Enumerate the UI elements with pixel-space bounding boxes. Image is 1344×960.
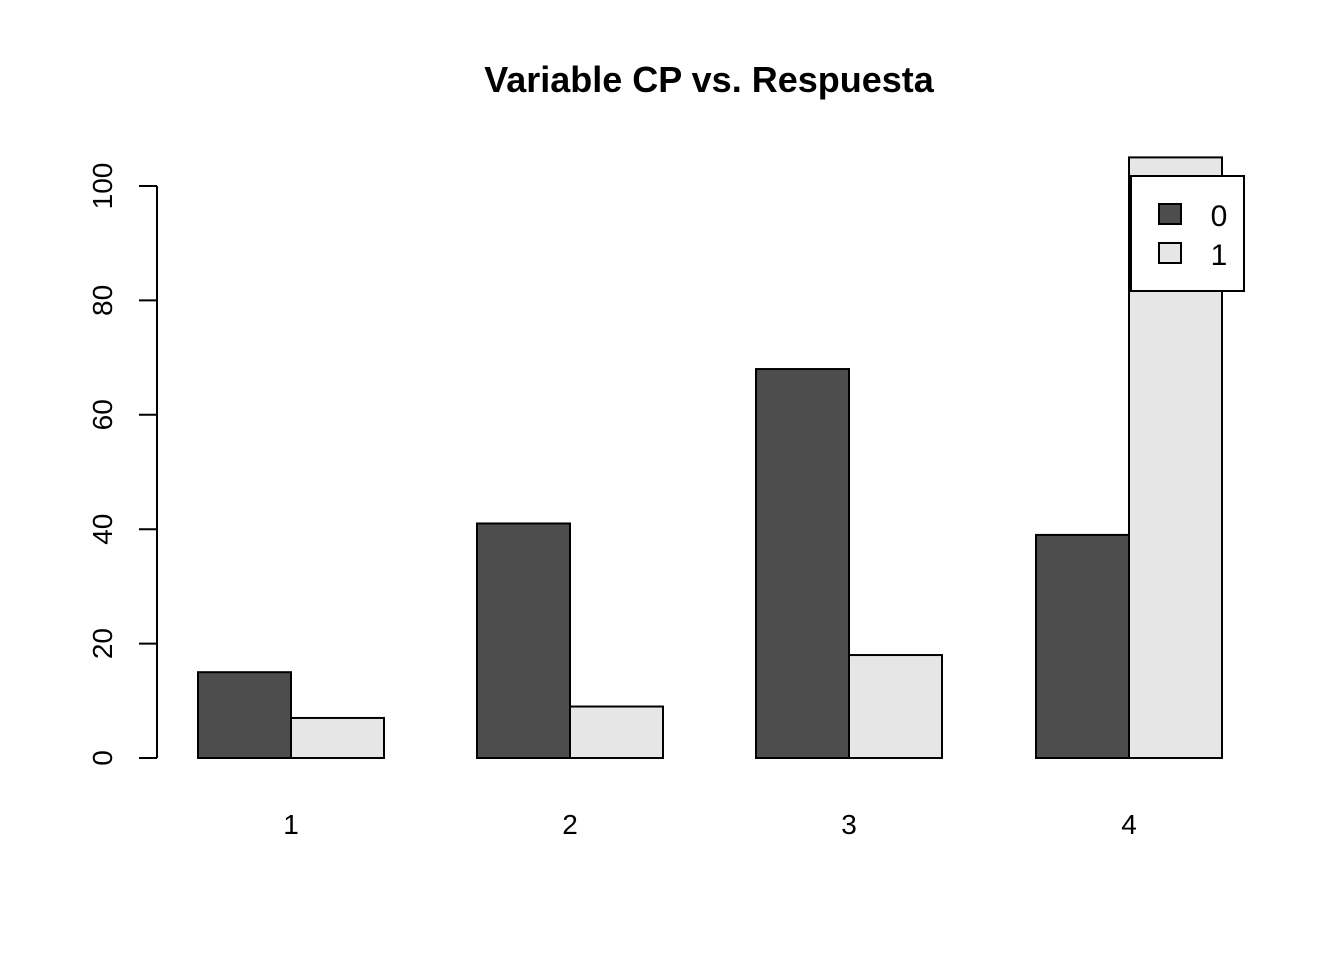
legend-label-1: 1: [1211, 239, 1228, 272]
legend-box: [1130, 175, 1245, 292]
bar-1-series-0: [197, 671, 292, 760]
bar-3-series-1: [848, 654, 943, 759]
y-tick-label: 60: [87, 399, 118, 430]
y-axis: 0 20 40 60 80 100: [87, 163, 158, 766]
bar-2-series-1: [569, 705, 664, 760]
x-tick-label: 2: [562, 809, 578, 840]
x-tick-label: 4: [1121, 809, 1137, 840]
y-tick-label: 20: [87, 628, 118, 659]
y-tick-label: 80: [87, 285, 118, 316]
bar-4-series-0: [1035, 533, 1130, 759]
x-axis-labels: 1 2 3 4: [283, 809, 1137, 840]
y-tick-label: 100: [87, 163, 118, 210]
bar-3-series-0: [755, 368, 850, 759]
bars-group: [197, 156, 1223, 760]
legend: 01: [1130, 175, 1245, 292]
legend-swatch-1: [1158, 242, 1182, 264]
y-tick-label: 40: [87, 514, 118, 545]
y-tick-label: 0: [87, 750, 118, 766]
chart-title: Variable CP vs. Respuesta: [484, 59, 935, 100]
x-tick-label: 3: [841, 809, 857, 840]
x-tick-label: 1: [283, 809, 299, 840]
legend-swatch-0: [1158, 203, 1182, 225]
legend-label-0: 0: [1211, 200, 1228, 233]
bar-1-series-1: [290, 716, 385, 760]
bar-2-series-0: [476, 522, 571, 759]
